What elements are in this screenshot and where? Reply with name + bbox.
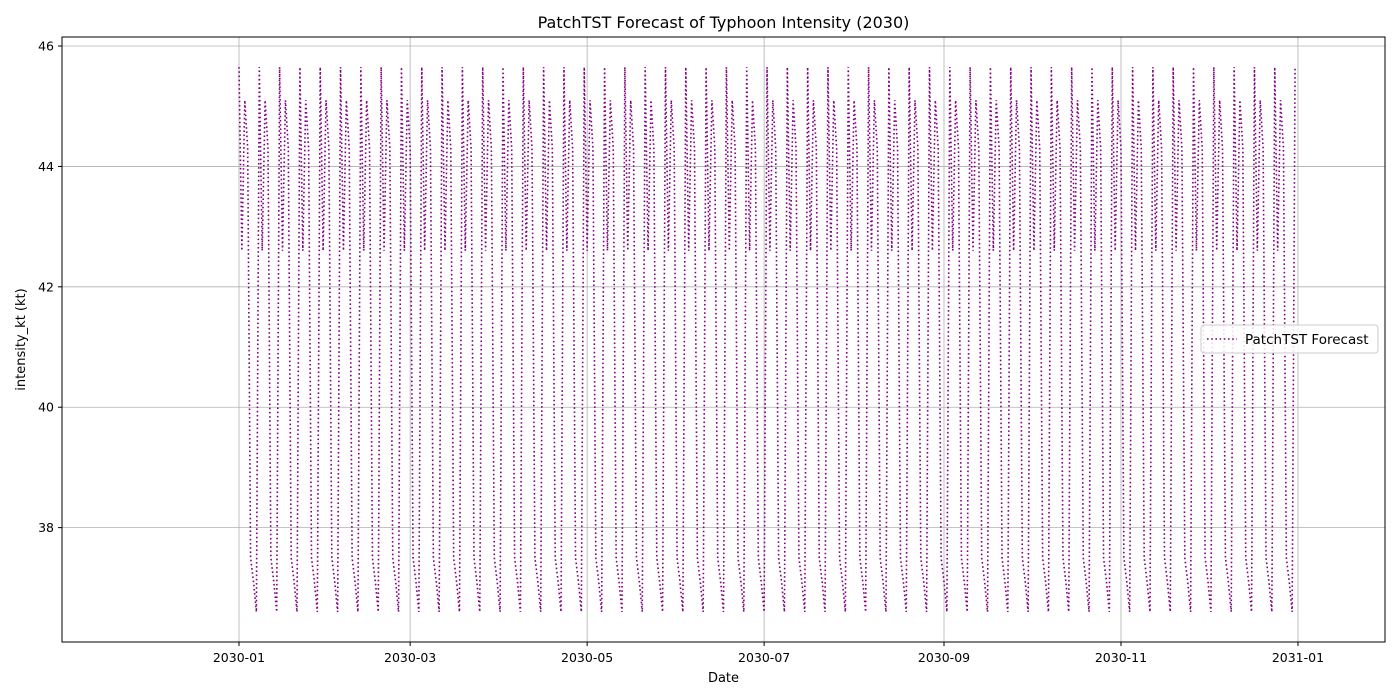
legend-label: PatchTST Forecast <box>1245 332 1369 348</box>
y-axis-title: intensity_kt (kt) <box>14 288 29 390</box>
legend-box <box>1200 324 1379 354</box>
x-axis-title: Date <box>708 671 739 686</box>
y-tick-label: 40 <box>38 400 54 415</box>
y-tick-label: 44 <box>38 159 54 174</box>
x-tick-label: 2030-03 <box>384 650 436 665</box>
x-tick-label: 2030-01 <box>213 650 265 665</box>
plot-frame <box>61 36 1386 643</box>
y-tick-label: 42 <box>38 279 54 294</box>
x-tick-label: 2031-01 <box>1272 650 1324 665</box>
forecast-line <box>238 67 1296 612</box>
grid <box>62 37 1385 642</box>
chart-title: PatchTST Forecast of Typhoon Intensity (… <box>538 13 910 32</box>
series-patchtst-forecast <box>238 67 1296 612</box>
legend: PatchTST Forecast <box>1200 324 1379 354</box>
y-tick-label: 38 <box>38 520 54 535</box>
x-axis: 2030-01 2030-03 2030-05 2030-07 2030-09 2030-… <box>213 642 1324 665</box>
x-tick-label: 2030-05 <box>561 650 613 665</box>
y-tick-label: 46 <box>38 39 54 54</box>
x-tick-label: 2030-11 <box>1095 650 1147 665</box>
y-axis: 38 40 42 44 46 <box>38 39 62 535</box>
x-tick-label: 2030-07 <box>738 650 790 665</box>
x-tick-label: 2030-09 <box>918 650 970 665</box>
